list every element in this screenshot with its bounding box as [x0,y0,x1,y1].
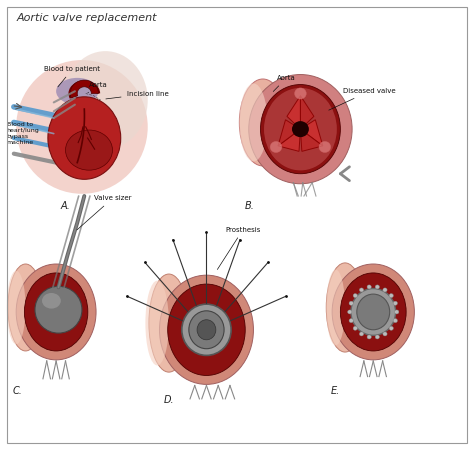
Text: Blood to patient: Blood to patient [45,66,100,87]
Text: Diseased valve: Diseased valve [329,89,395,110]
Polygon shape [301,129,323,151]
Ellipse shape [16,60,148,194]
Circle shape [383,332,387,336]
Ellipse shape [159,275,254,384]
Circle shape [349,301,353,305]
Circle shape [353,293,357,297]
Circle shape [359,332,364,336]
Ellipse shape [16,264,96,360]
Circle shape [389,326,393,330]
Ellipse shape [48,97,121,179]
Ellipse shape [332,264,414,360]
Circle shape [375,285,380,289]
Polygon shape [278,120,301,146]
Text: Aorta: Aorta [273,75,296,91]
Ellipse shape [8,264,43,351]
Circle shape [367,285,371,289]
Text: Blood to
heart/lung
bypass
machine: Blood to heart/lung bypass machine [7,122,39,145]
Text: A.: A. [61,202,71,211]
Ellipse shape [351,288,396,335]
Circle shape [359,288,364,292]
Wedge shape [70,80,99,98]
Text: Prosthesis: Prosthesis [218,227,261,270]
Ellipse shape [239,83,267,162]
Circle shape [349,319,353,323]
Ellipse shape [56,78,99,104]
Ellipse shape [326,270,345,346]
Text: Aortic valve replacement: Aortic valve replacement [16,13,157,23]
Polygon shape [301,96,314,129]
Ellipse shape [357,294,390,330]
Ellipse shape [63,51,148,149]
Ellipse shape [239,79,286,166]
Ellipse shape [168,284,245,375]
Circle shape [395,310,399,314]
Ellipse shape [7,271,26,344]
Circle shape [393,319,397,323]
Text: E.: E. [331,387,340,396]
Polygon shape [278,129,301,151]
Polygon shape [287,96,301,129]
Circle shape [383,288,387,292]
Text: B.: B. [245,202,255,211]
Ellipse shape [294,88,306,99]
Ellipse shape [326,263,364,352]
Text: Incision line: Incision line [106,91,168,99]
Ellipse shape [249,75,352,184]
Ellipse shape [24,273,88,351]
Circle shape [347,310,352,314]
Circle shape [292,121,309,137]
Ellipse shape [319,141,331,153]
Circle shape [389,293,393,297]
Ellipse shape [35,286,82,333]
Ellipse shape [42,293,61,309]
Circle shape [367,335,371,339]
Text: D.: D. [164,396,175,405]
Ellipse shape [65,130,112,170]
Ellipse shape [340,273,406,351]
Ellipse shape [146,281,169,365]
Text: Aorta: Aorta [88,82,108,93]
Ellipse shape [261,85,340,174]
Ellipse shape [149,274,189,372]
Ellipse shape [270,141,282,153]
Ellipse shape [189,311,224,349]
Text: Valve sizer: Valve sizer [77,195,131,230]
Circle shape [393,301,397,305]
Circle shape [353,326,357,330]
Ellipse shape [264,88,337,171]
Polygon shape [301,120,323,146]
Ellipse shape [182,304,231,356]
Circle shape [375,335,380,339]
Ellipse shape [197,320,216,340]
Text: C.: C. [12,387,22,396]
